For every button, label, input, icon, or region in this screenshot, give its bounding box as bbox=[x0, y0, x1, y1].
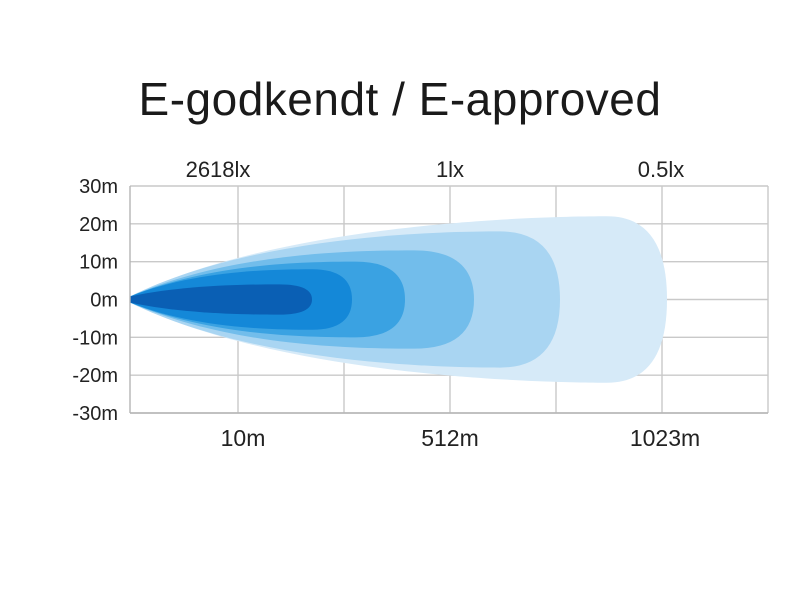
lux-labels: 2618lx 1lx 0.5lx bbox=[186, 157, 685, 182]
page-title: E-godkendt / E-approved bbox=[138, 73, 662, 125]
y-tick-label-2: 10m bbox=[79, 252, 118, 274]
beam-zones bbox=[130, 216, 667, 383]
beam-zone-5 bbox=[130, 284, 312, 315]
y-tick-label-4: -10m bbox=[72, 327, 118, 349]
y-tick-label-6: -30m bbox=[72, 403, 118, 425]
x-tick-label-2: 1023m bbox=[630, 425, 700, 451]
y-tick-label-0: 30m bbox=[79, 176, 118, 198]
x-tick-label-0: 10m bbox=[221, 425, 266, 451]
x-tick-label-1: 512m bbox=[421, 425, 479, 451]
y-tick-label-3: 0m bbox=[90, 290, 118, 312]
lux-label-1: 1lx bbox=[436, 157, 464, 182]
lux-label-0: 2618lx bbox=[186, 157, 251, 182]
y-tick-label-1: 20m bbox=[79, 214, 118, 236]
y-tick-labels: 30m 20m 10m 0m -10m -20m -30m bbox=[72, 176, 118, 425]
x-tick-labels: 10m 512m 1023m bbox=[221, 425, 701, 451]
lux-label-2: 0.5lx bbox=[638, 157, 684, 182]
chart-axes bbox=[129, 186, 768, 414]
y-tick-label-5: -20m bbox=[72, 365, 118, 387]
